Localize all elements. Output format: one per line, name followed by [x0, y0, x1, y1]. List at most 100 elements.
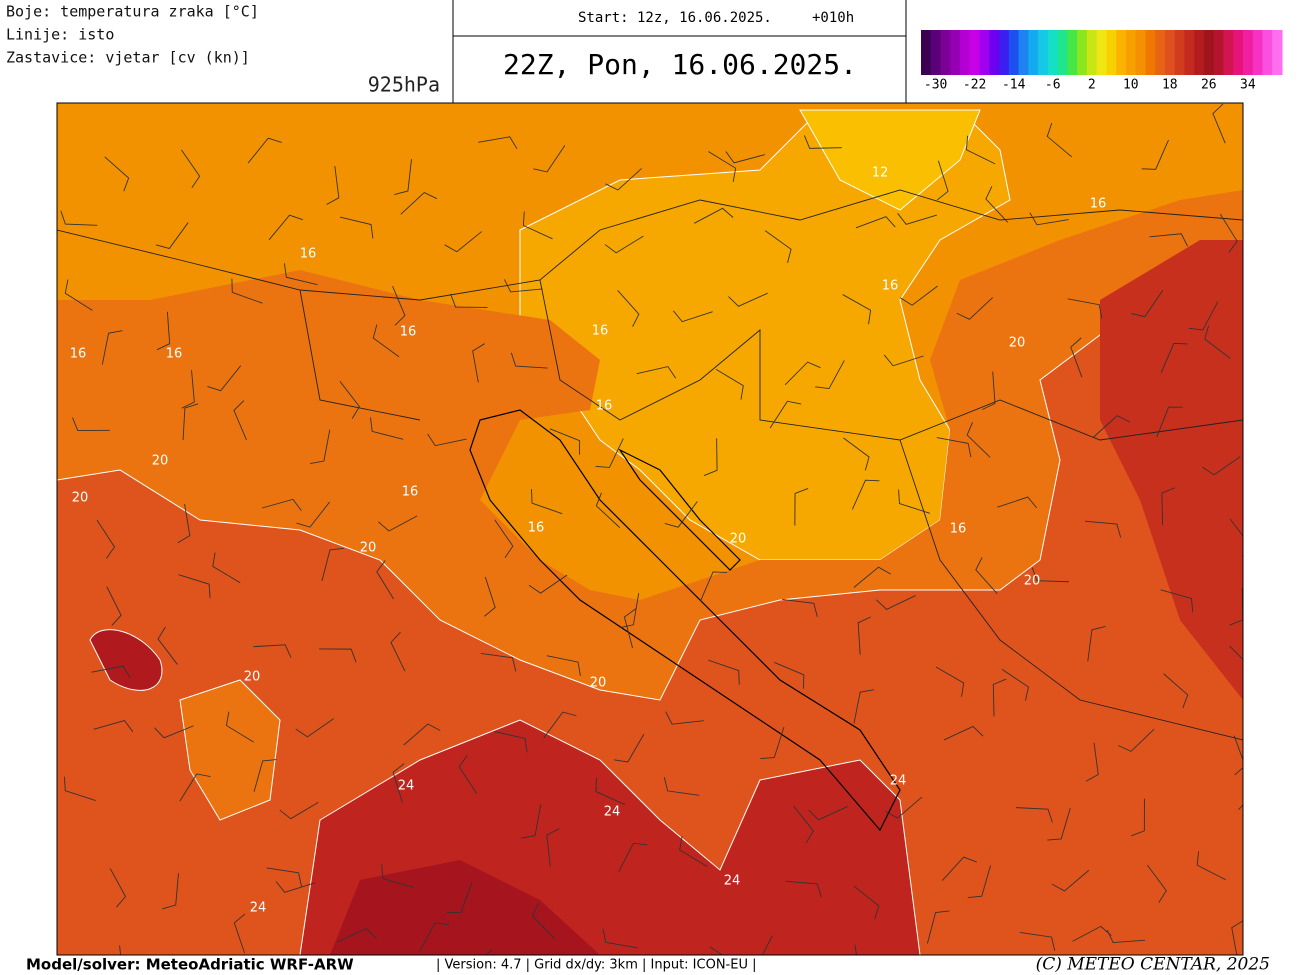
wind-barb	[1019, 931, 1056, 951]
wind-barb	[703, 438, 718, 476]
border	[57, 189, 1243, 741]
wind-barb	[1156, 406, 1183, 438]
model: Model/solver: MeteoAdriatic WRF-ARW	[26, 956, 354, 974]
wind-barb	[447, 882, 473, 914]
wind-barb	[207, 365, 242, 392]
wind-barb	[1131, 798, 1145, 837]
wind-barb	[253, 644, 292, 658]
colorbar-bin	[1086, 30, 1098, 75]
wind-barb	[336, 928, 377, 943]
colorbar-tick-label: 26	[1201, 78, 1217, 93]
wind-barb	[472, 343, 485, 383]
contour-label: 24	[398, 779, 415, 794]
contour-labels: 12 16 16 16 16 16 16 16 20 16 20 20 16 16 16 20 20 20 20 20…	[70, 166, 1107, 916]
wind-barb	[181, 149, 201, 189]
wind-barb	[605, 168, 642, 191]
wind-barb	[154, 725, 194, 739]
colorbar-bin	[1145, 30, 1156, 75]
colorbar-tick-label: -14	[1002, 78, 1026, 93]
wind-barb	[899, 285, 938, 306]
contour-label: 16	[528, 521, 545, 536]
wind-barb	[247, 137, 282, 164]
wind-barb	[268, 214, 303, 241]
colorbar-tick-label: 18	[1162, 78, 1178, 93]
wind-barb	[665, 711, 704, 725]
colorbar-bin	[1116, 30, 1127, 75]
wind-barb	[181, 370, 195, 409]
wind-barb	[60, 210, 98, 226]
wind-barb	[376, 560, 394, 600]
wind-barb	[104, 156, 130, 192]
wind-barb	[1196, 851, 1226, 881]
wind-barb	[1212, 103, 1226, 144]
valid-time: 22Z, Pon, 16.06.2025.	[503, 48, 857, 81]
colorbar-bin	[1008, 30, 1020, 75]
colorbar-bin	[989, 30, 1000, 75]
temp-field	[89, 629, 163, 691]
wind-barb	[803, 135, 842, 149]
wind-barb	[619, 593, 640, 629]
contour-label: 12	[872, 166, 889, 181]
wind-barb	[966, 421, 991, 458]
wind-barb	[725, 151, 766, 164]
wind-barb	[493, 730, 528, 753]
wind-barb	[494, 519, 514, 558]
wind-barb	[522, 211, 553, 240]
colorbar-bin	[969, 30, 981, 75]
wind-barb	[1141, 139, 1169, 170]
info: | Version: 4.7 | Grid dx/dy: 3km | Input…	[436, 958, 756, 973]
wind-barb	[843, 437, 870, 471]
wind-barb	[853, 885, 880, 920]
wind-barb	[760, 726, 785, 759]
wind-barb	[378, 515, 418, 532]
contour-label: 20	[1024, 574, 1041, 589]
contour-label: 20	[152, 454, 169, 469]
wind-barb	[162, 873, 179, 910]
contour-label: 16	[402, 485, 419, 500]
wind-barb	[794, 488, 809, 526]
colorbar-bin	[1077, 30, 1088, 75]
wind-barb	[956, 297, 994, 320]
wind-barb	[1238, 804, 1243, 810]
wind-barb	[967, 865, 991, 898]
wind-barb	[310, 429, 331, 465]
wind-barbs	[60, 103, 1243, 955]
colorbar-bin	[930, 30, 942, 75]
contour-label: 20	[360, 541, 377, 556]
wind-barb	[595, 492, 621, 528]
wind-barb	[1093, 415, 1130, 438]
copyright: (C) METEO CENTAR, 2025	[1036, 955, 1270, 975]
wind-barb	[699, 571, 728, 602]
wind-barb	[663, 777, 700, 796]
colorbar-bin	[1047, 30, 1059, 75]
wind-barb	[851, 479, 880, 510]
map-frame	[56, 102, 1244, 956]
wind-barb	[985, 186, 1009, 223]
wind-barb	[106, 586, 122, 626]
wind-barb	[319, 648, 357, 663]
wind-barb	[532, 902, 556, 940]
wind-barb	[1106, 929, 1146, 944]
colorbar-tick-label: 34	[1240, 78, 1256, 93]
colorbar-bin	[1067, 30, 1078, 75]
wind-barb	[279, 801, 319, 820]
wind-barb	[1160, 342, 1188, 373]
wind-barb	[1118, 728, 1155, 752]
colorbar-bin	[1028, 30, 1039, 75]
wind-barb	[936, 437, 972, 458]
wind-barb	[510, 352, 548, 369]
wind-barb	[212, 552, 241, 584]
wind-barb	[1016, 807, 1053, 823]
colorbar-tick-label: -6	[1045, 78, 1061, 93]
coastline	[469, 409, 901, 832]
contour-label: 16	[592, 324, 609, 339]
wind-barb	[296, 501, 331, 528]
contour-label: 24	[890, 774, 907, 789]
colorbar-bin	[1194, 30, 1205, 75]
wind-barb	[339, 216, 374, 239]
wind-barb	[381, 864, 414, 888]
contour-label: 16	[596, 399, 613, 414]
contour-label: 16	[1090, 197, 1107, 212]
wind-barb	[1046, 123, 1073, 158]
